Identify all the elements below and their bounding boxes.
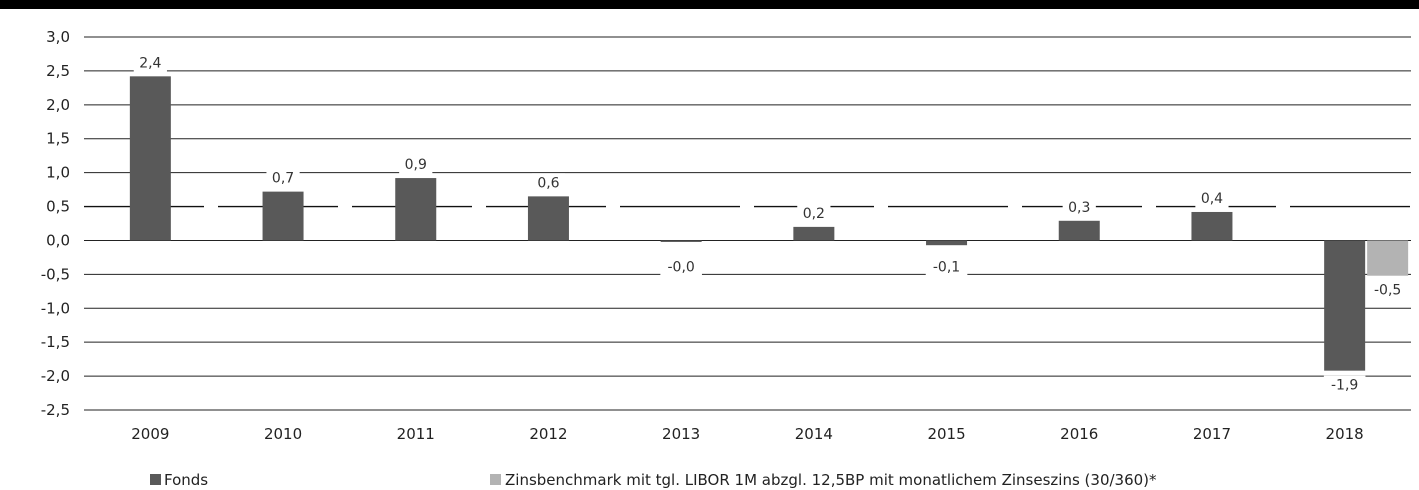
legend-label-fonds: Fonds (164, 471, 208, 489)
bar-fonds-2015 (926, 240, 968, 246)
legend-label-zinsbenchmark: Zinsbenchmark mit tgl. LIBOR 1M abzgl. 1… (505, 471, 1157, 489)
y-tick-label: 3,0 (46, 28, 70, 46)
y-tick-label: -0,5 (41, 265, 70, 283)
data-label: -0,5 (1374, 283, 1401, 299)
bar-fonds-2014 (793, 226, 835, 241)
y-tick-label: -2,0 (41, 367, 70, 385)
x-tick-label: 2012 (529, 425, 567, 443)
y-tick-label: -1,5 (41, 333, 70, 351)
data-label: 0,4 (1201, 191, 1223, 207)
data-label: 0,7 (272, 171, 294, 187)
data-label-background (531, 173, 566, 193)
bar-fonds-2012 (527, 196, 569, 241)
legend: Fonds Zinsbenchmark mit tgl. LIBOR 1M ab… (150, 471, 1157, 489)
data-labels: 2,4 0,7 0,9 0,6 -0,0 0,2 -0,1 0,3 0,4 -1,9 -0,5 (133, 53, 1409, 395)
data-label-background (266, 168, 300, 188)
data-label: -0,0 (667, 259, 694, 275)
bar-fonds-2010 (262, 191, 304, 241)
data-label: 0,9 (405, 157, 427, 173)
x-tick-label: 2010 (264, 425, 302, 443)
gridlines (84, 36, 1411, 411)
data-label-background (797, 203, 831, 223)
y-tick-label: 1,5 (46, 130, 70, 148)
legend-swatch-zinsbenchmark (490, 474, 501, 485)
bar-fonds-2009 (129, 76, 171, 241)
x-tick-label: 2015 (927, 425, 965, 443)
data-label-background (660, 257, 702, 277)
y-tick-label: -1,0 (41, 299, 70, 317)
bars (129, 76, 1409, 371)
x-tick-label: 2011 (397, 425, 435, 443)
data-label-background (399, 155, 433, 175)
data-label: 0,3 (1068, 200, 1090, 216)
data-label: 2,4 (139, 55, 161, 71)
data-label: -0,1 (933, 259, 960, 275)
y-tick-label: 2,0 (46, 96, 70, 114)
data-label-background (925, 257, 968, 277)
y-tick-label: 0,5 (46, 198, 70, 216)
top-header-bar (0, 0, 1419, 9)
data-label: -1,9 (1331, 378, 1358, 394)
data-label-background (1195, 188, 1229, 208)
data-label-background (1062, 197, 1096, 217)
data-label-background (133, 53, 167, 73)
y-tick-label: -2,5 (41, 401, 70, 419)
bar-fonds-2016 (1058, 220, 1100, 241)
data-label-background (1366, 280, 1409, 300)
x-tick-label: 2009 (131, 425, 169, 443)
data-label-background (1323, 375, 1366, 395)
y-tick-label: 2,5 (46, 62, 70, 80)
data-label: 0,6 (537, 175, 559, 191)
x-tick-label: 2018 (1326, 425, 1364, 443)
x-tick-label: 2014 (795, 425, 833, 443)
bar-fonds-2011 (395, 178, 437, 241)
bar-fonds-2017 (1191, 211, 1233, 241)
x-tick-label: 2017 (1193, 425, 1231, 443)
y-tick-label: 0,0 (46, 231, 70, 249)
x-tick-label: 2013 (662, 425, 700, 443)
bar-zinsbenchmark-2018 (1367, 240, 1409, 276)
y-tick-label: 1,0 (46, 164, 70, 182)
legend-swatch-fonds (150, 474, 161, 485)
x-axis-ticks: 2009 2010 2011 2012 2013 2014 2015 2016 2017 2018 (131, 425, 1363, 443)
bar-fonds-2013 (660, 240, 702, 242)
bar-fonds-2018 (1324, 240, 1366, 371)
y-axis-ticks: 3,0 2,5 2,0 1,5 1,0 0,5 0,0 -0,5 -1,0 -1,5 -2,0 -2,… (41, 28, 70, 419)
data-label: 0,2 (803, 206, 825, 222)
x-tick-label: 2016 (1060, 425, 1098, 443)
